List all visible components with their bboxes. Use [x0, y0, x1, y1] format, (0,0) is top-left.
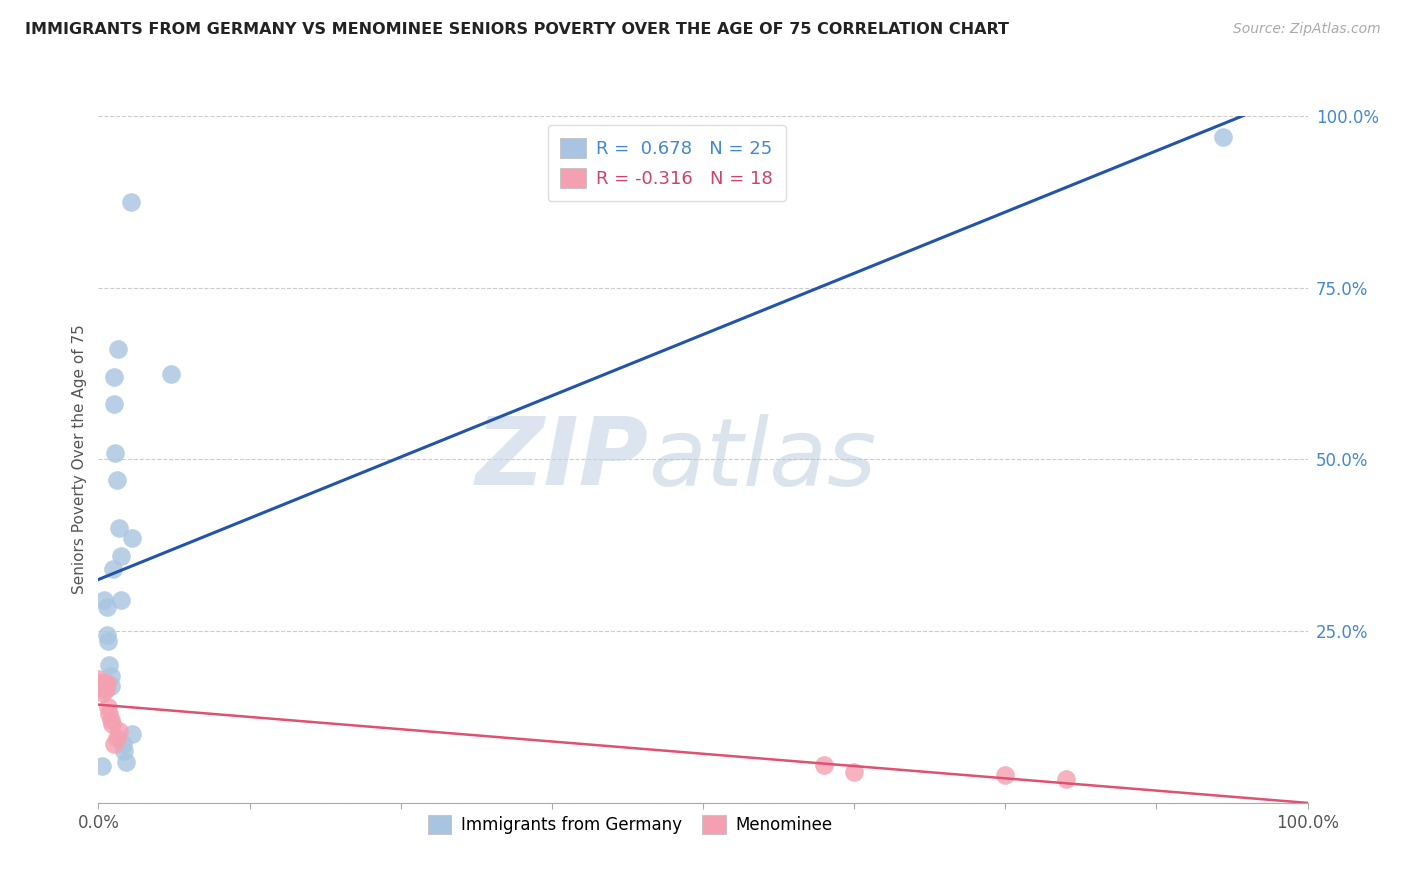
Point: [100, 716, 122, 731]
Point: [103, 397, 125, 411]
Point: [97, 634, 120, 648]
Point: [89, 675, 111, 690]
Point: [160, 367, 183, 381]
Point: [87, 672, 110, 686]
Point: [813, 758, 835, 772]
Text: atlas: atlas: [648, 414, 877, 505]
Point: [112, 744, 135, 758]
Text: Source: ZipAtlas.com: Source: ZipAtlas.com: [1233, 22, 1381, 37]
Point: [844, 764, 866, 779]
Point: [91, 686, 114, 700]
Point: [111, 738, 134, 752]
Point: [103, 370, 125, 384]
Point: [91, 682, 114, 697]
Point: [121, 727, 143, 741]
Point: [108, 521, 131, 535]
Point: [107, 343, 129, 357]
Point: [120, 194, 142, 209]
Point: [104, 445, 127, 459]
Point: [121, 532, 143, 546]
Point: [1212, 129, 1234, 144]
Point: [100, 714, 122, 728]
Point: [96, 600, 118, 615]
Point: [91, 758, 114, 772]
Text: ZIP: ZIP: [475, 413, 648, 506]
Point: [93, 593, 115, 607]
Point: [108, 723, 131, 738]
Y-axis label: Seniors Poverty Over the Age of 75: Seniors Poverty Over the Age of 75: [72, 325, 87, 594]
Point: [110, 593, 132, 607]
Point: [93, 675, 115, 690]
Point: [100, 679, 122, 693]
Point: [98, 706, 121, 721]
Point: [1054, 772, 1077, 786]
Point: [97, 699, 120, 714]
Point: [101, 562, 124, 576]
Point: [105, 731, 128, 745]
Point: [110, 549, 132, 563]
Point: [100, 669, 122, 683]
Text: IMMIGRANTS FROM GERMANY VS MENOMINEE SENIORS POVERTY OVER THE AGE OF 75 CORRELAT: IMMIGRANTS FROM GERMANY VS MENOMINEE SEN…: [25, 22, 1010, 37]
Point: [96, 627, 118, 641]
Point: [94, 682, 117, 697]
Point: [994, 768, 1017, 782]
Point: [98, 658, 121, 673]
Point: [103, 738, 125, 752]
Point: [115, 755, 138, 769]
Point: [96, 675, 118, 690]
Point: [105, 473, 128, 487]
Legend: Immigrants from Germany, Menominee: Immigrants from Germany, Menominee: [416, 804, 845, 846]
